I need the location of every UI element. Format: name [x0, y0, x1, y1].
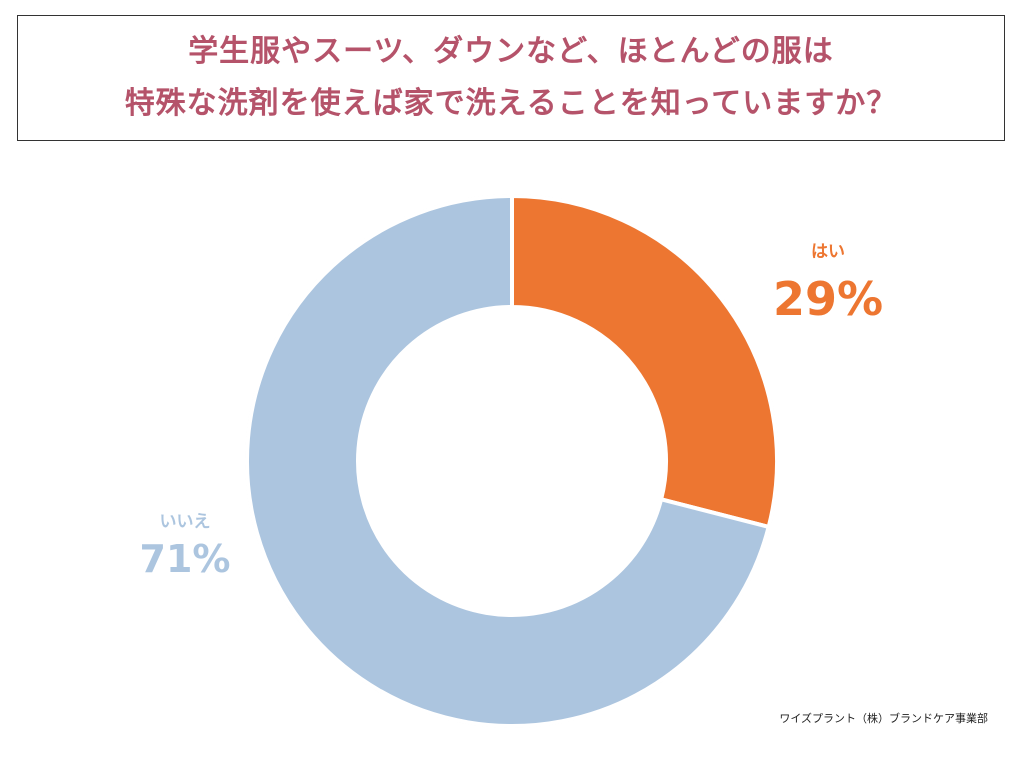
- slice-label-yes: はい: [811, 242, 845, 262]
- donut-slice-yes: [510, 194, 779, 529]
- slice-value-yes: 29%: [773, 272, 883, 326]
- title-box: 学生服やスーツ、ダウンなど、ほとんどの服は 特殊な洗剤を使えば家で洗えることを知…: [17, 15, 1005, 141]
- slice-value-no: 71%: [140, 537, 231, 581]
- donut-slice-no: [245, 194, 771, 728]
- chart-title-line-1: 学生服やスーツ、ダウンなど、ほとんどの服は: [188, 34, 834, 69]
- chart-title-line-2: 特殊な洗剤を使えば家で洗えることを知っていますか？: [124, 86, 898, 121]
- source-credit: ワイズプラント（株）ブランドケア事業部: [779, 712, 988, 725]
- slice-label-no: いいえ: [160, 512, 211, 532]
